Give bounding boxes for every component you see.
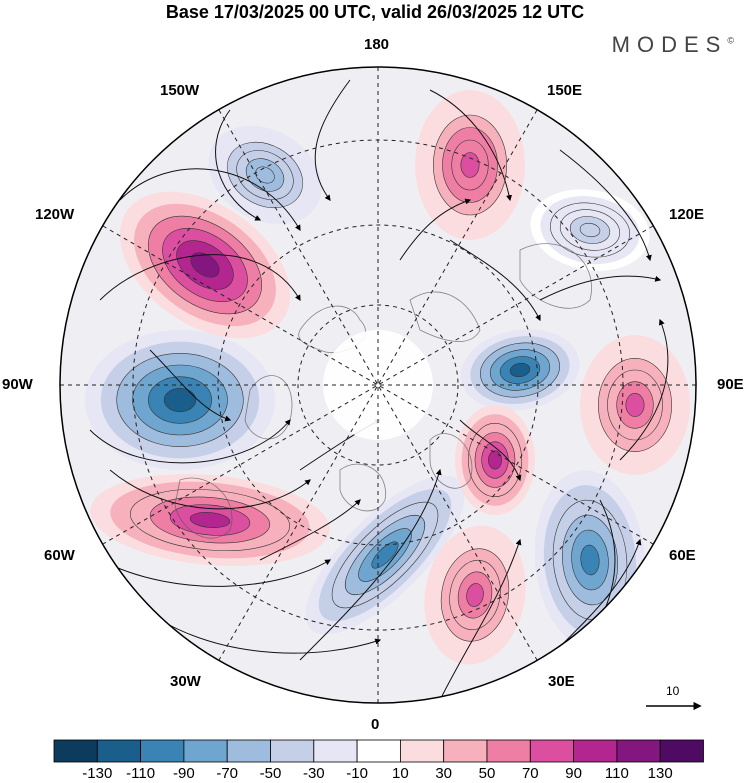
colorbar-swatch — [53, 739, 98, 763]
streamline — [149, 349, 232, 422]
brand-logo: MODES© — [612, 32, 734, 58]
streamline — [559, 149, 652, 262]
reference-vector-label: 10 — [666, 684, 680, 698]
colorbar-tick-label: 90 — [565, 765, 582, 782]
colorbar-tick-label: 70 — [521, 765, 539, 782]
anomaly-center — [90, 473, 330, 567]
colorbar-swatch — [96, 739, 142, 763]
label-lon-120e: 120E — [669, 206, 705, 223]
label-lon-60w: 60W — [44, 547, 75, 564]
anomaly-center — [415, 90, 525, 240]
anomaly-center — [580, 335, 690, 475]
anomaly-center — [85, 330, 275, 470]
streamline — [439, 538, 522, 701]
label-lon-30e: 30E — [548, 673, 575, 690]
streamline — [89, 419, 291, 464]
label-lon-120w: 120W — [35, 206, 75, 223]
colorbar-swatch — [616, 739, 661, 763]
colorbar-swatch — [226, 739, 271, 763]
anomaly-center — [530, 189, 650, 271]
colorbar-tick-label: -70 — [216, 765, 239, 782]
colorbar-tick-label: -10 — [346, 765, 368, 782]
streamline — [619, 318, 669, 461]
streamline — [399, 198, 472, 261]
colorbar-swatch — [443, 739, 488, 763]
streamline — [215, 109, 262, 221]
colorbar-tick-label: -50 — [259, 765, 282, 782]
streamline — [314, 79, 351, 201]
colorbar-tick-label: -130 — [82, 765, 113, 782]
colorbar-swatch — [183, 739, 228, 763]
colorbar-swatch — [399, 739, 445, 763]
label-lon-60e: 60E — [669, 547, 696, 564]
streamline — [429, 89, 512, 202]
colorbar-swatch — [140, 739, 185, 763]
colorbar-swatch — [659, 739, 704, 763]
brand-mark: © — [727, 35, 734, 46]
label-lon-150e: 150E — [547, 82, 583, 99]
label-lon-0: 0 — [371, 716, 380, 733]
colorbar-swatch — [486, 739, 531, 763]
colorbar-tick-label: 110 — [604, 765, 629, 782]
streamline — [99, 559, 332, 587]
streamline — [119, 168, 301, 232]
streamline — [299, 468, 442, 661]
colorbar-swatch — [356, 739, 401, 763]
graticule — [60, 67, 696, 703]
pole-region — [323, 330, 433, 440]
label-lon-180: 180 — [364, 36, 390, 53]
colorbar-swatch — [270, 739, 315, 763]
anomaly-center — [460, 329, 580, 411]
streamline — [159, 619, 382, 654]
colorbar-tick-label: 130 — [647, 765, 673, 782]
map-border — [59, 66, 697, 704]
map-title: Base 17/03/2025 00 UTC, valid 26/03/2025… — [165, 2, 585, 22]
colorbar-swatch — [313, 739, 358, 763]
colorbar-tick-label: 10 — [392, 765, 409, 782]
colorbar-swatch — [573, 739, 618, 763]
streamline — [459, 419, 522, 482]
streamline — [259, 499, 361, 561]
label-lon-150w: 150W — [160, 82, 200, 99]
colorbar-tick-label: -110 — [126, 765, 156, 782]
streamline — [109, 469, 311, 510]
wind-streamlines — [89, 79, 669, 701]
label-lon-90e: 90E — [717, 376, 744, 393]
label-lon-30w: 30W — [170, 673, 201, 690]
colorbar — [53, 739, 704, 763]
anomaly-center — [119, 191, 291, 339]
brand-name: MODES — [611, 32, 728, 57]
anomaly-center — [305, 475, 465, 635]
streamline — [99, 254, 301, 302]
colorbar-tick-label: -90 — [173, 765, 195, 782]
streamline — [539, 275, 662, 301]
anomaly-center — [455, 405, 535, 515]
streamline — [449, 239, 541, 322]
colorbar-swatch — [529, 739, 574, 763]
colorbar-tick-label: 30 — [435, 765, 453, 782]
label-lon-90w: 90W — [2, 376, 33, 393]
colorbar-tick-label: -30 — [302, 765, 325, 782]
colorbar-tick-label: 50 — [478, 765, 496, 782]
